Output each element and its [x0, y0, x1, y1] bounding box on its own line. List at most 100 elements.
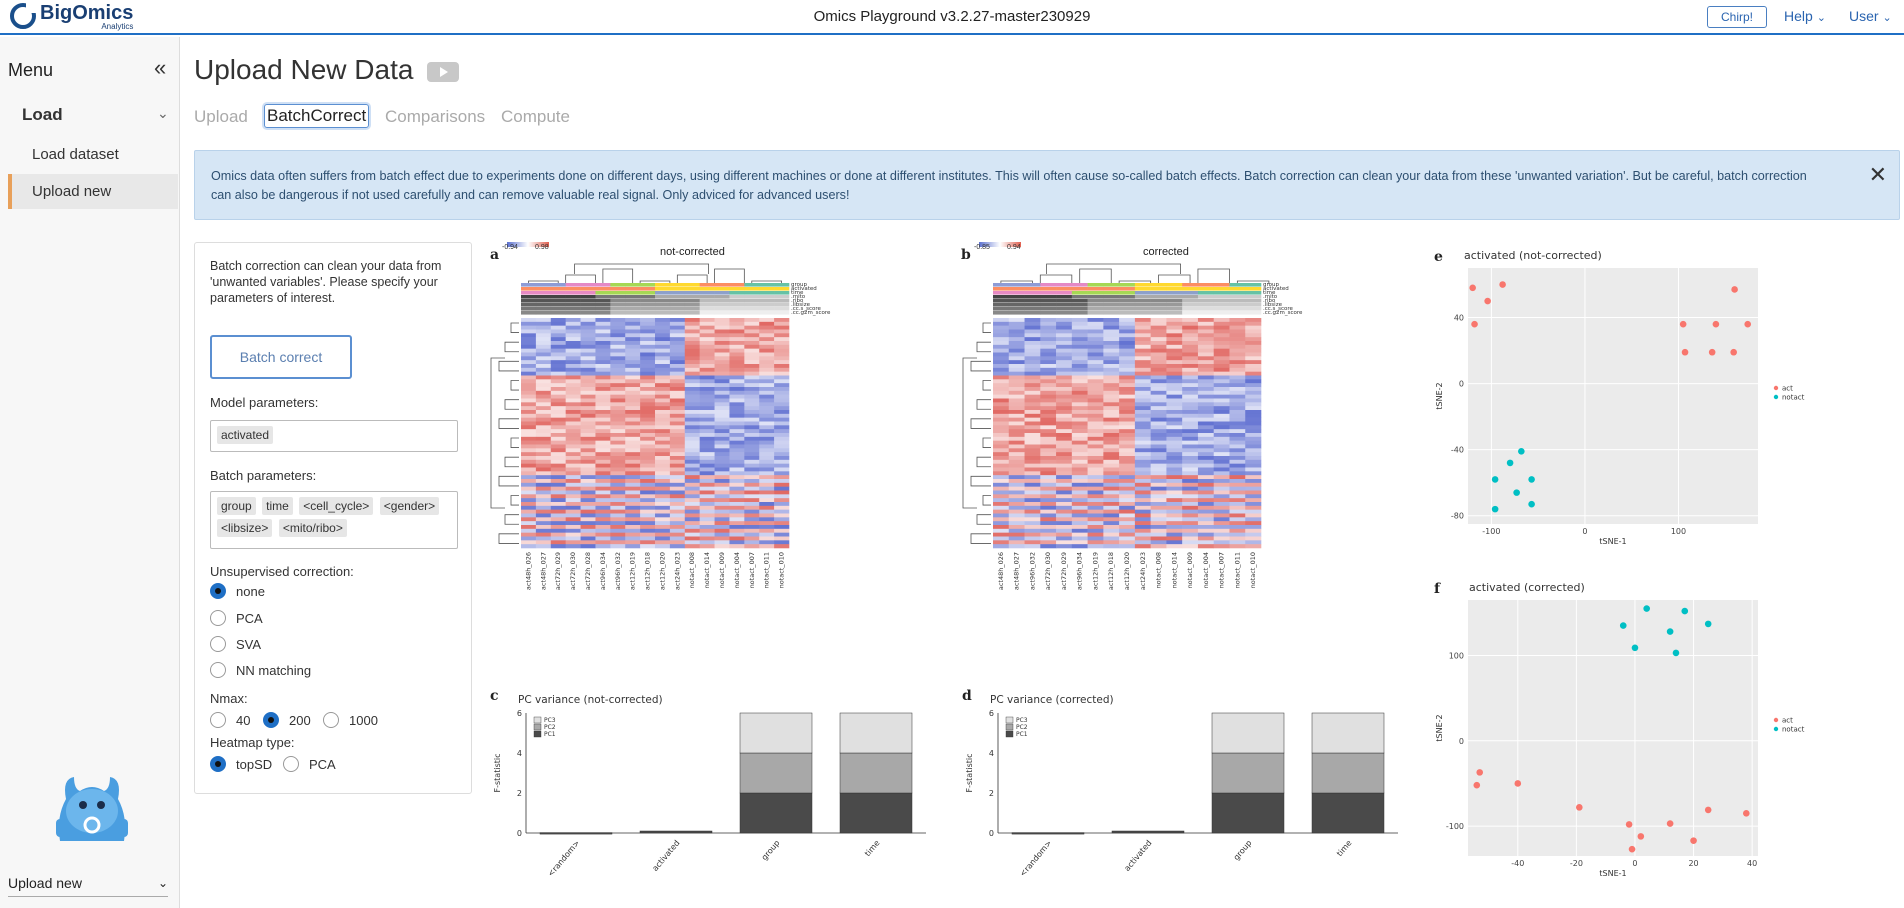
chip[interactable]: <mito/ribo> — [278, 519, 347, 537]
legend-swatch — [533, 723, 542, 731]
close-icon[interactable]: ✕ — [1868, 162, 1887, 187]
heatmap-type-label: Heatmap type: — [210, 735, 295, 750]
x-tick-label: time — [863, 838, 882, 858]
radio-button-icon — [323, 712, 339, 728]
y-tick-label: 0 — [989, 829, 994, 838]
sample-label: notact_004 — [1202, 552, 1210, 588]
data-point-notact — [1672, 649, 1680, 657]
chip[interactable]: group — [217, 497, 256, 515]
chip[interactable]: activated — [217, 426, 274, 444]
radio-unsup-none[interactable]: none — [210, 583, 265, 599]
radio-button-icon — [263, 712, 279, 728]
radio-label: PCA — [309, 756, 336, 772]
batch-correct-button[interactable]: Batch correct — [210, 335, 352, 379]
y-tick-label: 100 — [1449, 651, 1464, 660]
x-tick-label: activated — [651, 839, 682, 873]
sidebar-item-load-dataset[interactable]: Load dataset — [32, 146, 119, 163]
legend-label: PC2 — [544, 724, 556, 731]
data-point-notact — [1643, 605, 1650, 612]
tab-compute[interactable]: Compute — [501, 107, 570, 126]
data-point-act — [1742, 810, 1750, 817]
data-point-act — [1484, 297, 1491, 305]
sample-label: notact_007 — [748, 552, 756, 588]
collapse-sidebar-icon[interactable]: « — [154, 55, 167, 80]
radio-label: SVA — [236, 636, 262, 652]
x-tick-label: -20 — [1570, 859, 1583, 868]
legend-swatch — [533, 716, 542, 724]
x-tick-label: 100 — [1671, 527, 1686, 536]
footer-page-select[interactable]: Upload new ⌄ — [8, 869, 168, 897]
chip[interactable]: <libsize> — [217, 519, 273, 537]
data-point-notact — [1704, 620, 1712, 628]
data-point-act — [1514, 780, 1522, 787]
data-point-notact — [1513, 489, 1520, 496]
x-tick-label: 40 — [1747, 859, 1757, 868]
user-menu[interactable]: User ⌄ — [1849, 8, 1892, 24]
chip[interactable]: time — [262, 497, 293, 515]
annotation-label: .libsize — [791, 302, 811, 308]
chip[interactable]: <cell_cycle> — [299, 497, 374, 515]
radio-nmax-40[interactable]: 40 — [210, 712, 250, 728]
legend-dot — [1773, 717, 1779, 723]
radio-unsup-sva[interactable]: SVA — [210, 636, 261, 652]
chip[interactable]: <gender> — [379, 497, 440, 515]
x-tick-label: <random> — [1018, 839, 1053, 879]
heatmap-b-title: corrected — [1143, 246, 1189, 258]
x-tick-label: 0 — [1582, 527, 1587, 536]
tab-batchcorrect[interactable]: BatchCorrect — [264, 104, 370, 128]
batch-params-input[interactable]: group time <cell_cycle> <gender> <libsiz… — [210, 491, 458, 549]
annotation-label: .cc.s_score — [791, 306, 822, 312]
annotation-label: .cc.g2m_score — [791, 310, 831, 316]
legend-dot — [1773, 385, 1779, 391]
radio-heatmap-pca[interactable]: PCA — [283, 756, 336, 772]
plot-panel — [1468, 600, 1758, 856]
bigomics-logo[interactable]: BigOmics Analytics — [10, 3, 133, 31]
radio-heatmap-topsd[interactable]: topSD — [210, 756, 272, 772]
sample-label: act12h_018 — [1107, 552, 1115, 590]
bar-segment — [839, 752, 913, 794]
x-axis-label: tSNE-1 — [1599, 537, 1626, 546]
y-tick-label: 0 — [1459, 380, 1464, 389]
radio-nmax-1000[interactable]: 1000 — [323, 712, 378, 728]
data-point-act — [1625, 821, 1633, 828]
model-params-input[interactable]: activated — [210, 420, 458, 452]
legend-dot — [1773, 726, 1779, 732]
x-tick-label: -100 — [1482, 527, 1500, 536]
radio-unsup-pca[interactable]: PCA — [210, 610, 263, 626]
batch-params-label: Batch parameters: — [210, 468, 317, 483]
help-menu[interactable]: Help ⌄ — [1784, 8, 1826, 24]
data-point-notact — [1528, 476, 1535, 483]
sidebar-section-load[interactable]: Load — [22, 105, 63, 124]
radio-nmax-200[interactable]: 200 — [263, 712, 311, 728]
heatmap-b-legend-min: -0.85 — [974, 244, 990, 251]
y-tick-label: -40 — [1451, 446, 1464, 455]
logo-sub: Analytics — [101, 22, 134, 31]
sample-label: act72h_029 — [1060, 552, 1068, 590]
radio-button-icon — [210, 712, 226, 728]
chirp-button[interactable]: Chirp! — [1707, 6, 1767, 28]
bar-segment — [1111, 830, 1185, 834]
radio-unsup-nn[interactable]: NN matching — [210, 662, 311, 678]
bar-segment — [739, 752, 813, 794]
sample-label: act24h_023 — [1139, 552, 1147, 590]
legend-label: PC3 — [544, 717, 556, 724]
sidebar-item-upload-new[interactable]: Upload new — [8, 174, 178, 209]
annotation-label: activated — [1263, 286, 1289, 292]
bar-segment — [1311, 712, 1385, 754]
figure-letter-c: c — [490, 688, 499, 704]
chevron-down-icon[interactable]: ⌄ — [157, 105, 169, 121]
tab-comparisons[interactable]: Comparisons — [385, 107, 486, 126]
heatmap-a-color-legend — [507, 242, 549, 247]
x-tick-label: group — [1232, 839, 1254, 863]
y-tick-label: -80 — [1451, 512, 1464, 521]
tab-upload[interactable]: Upload — [194, 107, 248, 126]
bar-segment — [539, 832, 613, 835]
page-title: Upload New Data — [194, 54, 414, 85]
sample-label: notact_008 — [688, 552, 696, 588]
data-point-act — [1730, 348, 1737, 356]
y-tick-label: 40 — [1454, 314, 1464, 323]
video-play-icon[interactable] — [427, 62, 459, 82]
y-tick-label: 4 — [517, 749, 522, 758]
column-dendrogram — [528, 263, 782, 284]
x-tick-label: 0 — [1632, 859, 1637, 868]
